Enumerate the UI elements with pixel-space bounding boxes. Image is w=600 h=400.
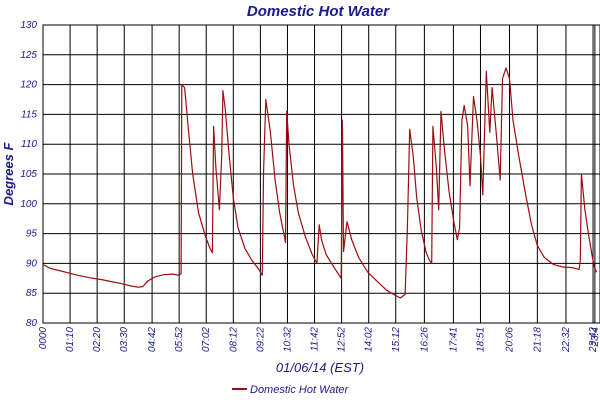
plot-frame [42, 24, 600, 324]
series-line [42, 67, 598, 299]
x-tick-labels: 0000 01:10 02:20 03:30 04:42 05:52 07:02 08:12 0… [38, 327, 600, 353]
x-tick-label: 03:30 [119, 327, 130, 352]
x-tick-label: 02:20 [92, 327, 103, 352]
y-tick-labels: 80 85 90 95 100 105 110 115 120 125 130 [20, 20, 37, 329]
x-tick-label: 18:51 [475, 327, 486, 352]
series-layer [42, 67, 598, 299]
x-tick-label: 22:32 [561, 327, 572, 353]
x-tick-label: 09:22 [255, 327, 266, 352]
y-tick-label: 100 [20, 199, 37, 210]
y-tick-label: 95 [26, 229, 38, 240]
x-tick-label: 20:06 [504, 327, 515, 353]
y-tick-label: 130 [20, 20, 37, 31]
y-tick-label: 125 [20, 50, 37, 61]
y-tick-label: 120 [20, 80, 37, 91]
x-tick-label: 08:12 [228, 327, 239, 352]
y-tick-label: 90 [26, 258, 38, 269]
x-tick-label: 07:02 [201, 327, 212, 352]
chart-title: Domestic Hot Water [247, 3, 390, 20]
y-axis-label: Degrees F [1, 142, 16, 206]
grid [42, 24, 600, 324]
x-tick-label: 11:42 [310, 327, 321, 352]
x-tick-label: 23:42 [588, 327, 599, 353]
x-tick-label: 21:18 [532, 327, 543, 353]
y-tick-label: 115 [21, 109, 37, 120]
y-tick-label: 80 [26, 318, 38, 329]
x-tick-label: 04:42 [147, 327, 158, 352]
x-tick-label: 14:02 [364, 327, 375, 352]
y-tick-label: 85 [26, 288, 38, 299]
legend: Domestic Hot Water [232, 384, 350, 396]
x-tick-label: 23:4 [590, 327, 600, 348]
x-tick-label: 10:32 [282, 327, 293, 352]
x-tick-label: 17:41 [448, 327, 459, 352]
x-tick-label: 0000 [38, 327, 49, 350]
x-tick-label: 15:12 [391, 327, 402, 352]
y-tick-label: 105 [20, 169, 37, 180]
legend-label: Domestic Hot Water [250, 384, 350, 396]
x-axis-label: 01/06/14 (EST) [276, 360, 364, 375]
x-tick-label: 16:26 [419, 327, 430, 352]
y-tick-label: 110 [21, 139, 37, 150]
x-tick-label: 01:10 [65, 327, 76, 352]
x-tick-label: 12:52 [337, 327, 348, 352]
x-tick-label: 05:52 [174, 327, 185, 352]
